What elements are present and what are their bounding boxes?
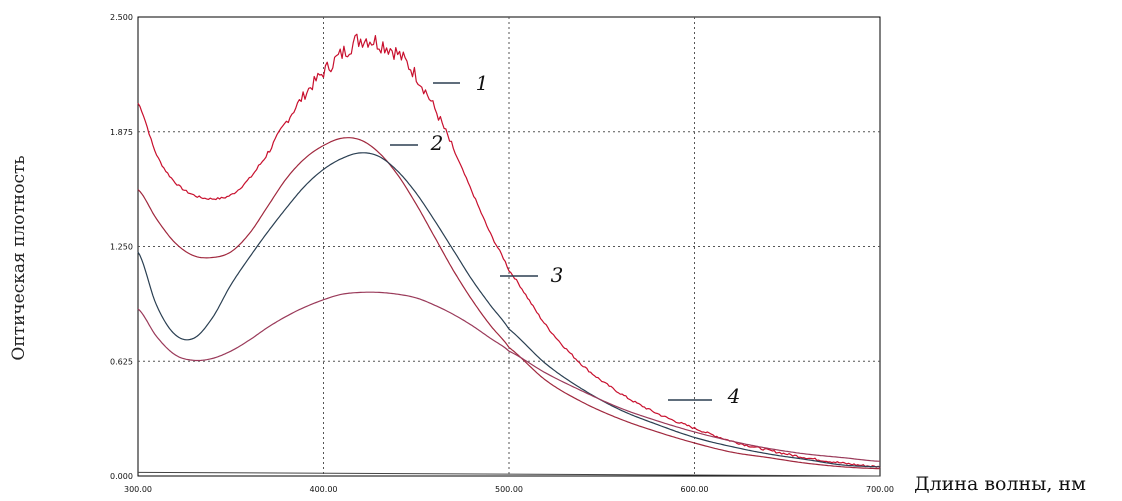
y-tick-label: 2.500: [110, 13, 133, 22]
x-tick-label: 300.00: [124, 485, 152, 494]
baseline-line: [137, 471, 881, 477]
x-tick-label: 500.00: [495, 485, 523, 494]
y-tick-label: 1.875: [110, 128, 133, 137]
y-tick-label: 1.250: [110, 243, 133, 252]
annotation-label-3: 3: [551, 263, 564, 287]
x-tick-label: 400.00: [310, 485, 338, 494]
annotation-label-4: 4: [727, 384, 741, 408]
series-line-1: [137, 33, 881, 469]
annotation-label-1: 1: [476, 71, 489, 95]
tick-labels: 300.00 400.00 500.00 600.00 700.00 0.000 0.625…: [110, 13, 894, 494]
y-tick-label: 0.000: [110, 472, 133, 481]
series-lines: [137, 33, 881, 477]
series-annotations: 1 2 3 4: [390, 71, 740, 408]
annotation-label-2: 2: [430, 131, 444, 155]
x-axis-label: Длина волны, нм: [914, 473, 1086, 495]
y-tick-label: 0.625: [110, 357, 133, 366]
grid-lines: [138, 17, 880, 476]
y-axis-label: Оптическая плотность: [9, 155, 29, 360]
series-line-3: [137, 152, 880, 468]
x-tick-label: 600.00: [681, 485, 709, 494]
series-line-4: [137, 291, 881, 462]
x-tick-label: 700.00: [866, 485, 894, 494]
series-line-2: [137, 137, 881, 470]
